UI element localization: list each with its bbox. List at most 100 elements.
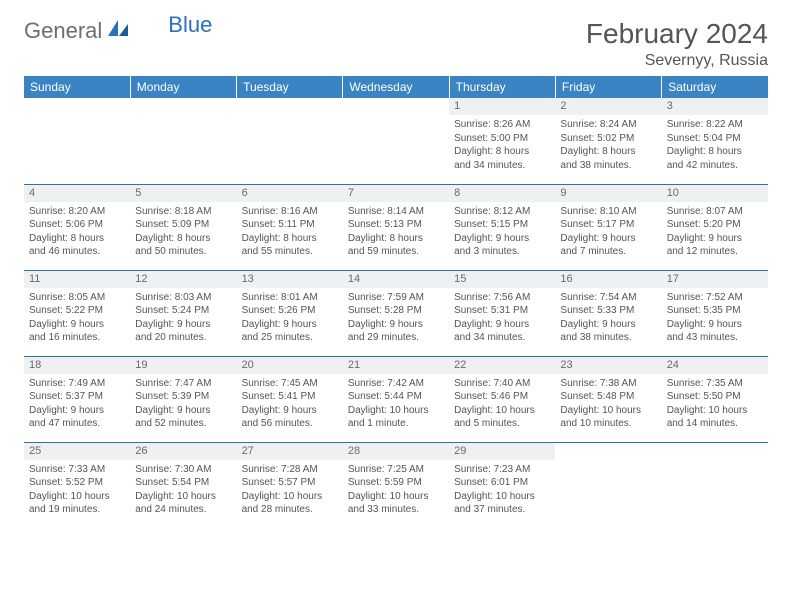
daylight-line-1: Daylight: 9 hours [242, 404, 338, 418]
sunset-line: Sunset: 5:24 PM [135, 304, 231, 318]
sunrise-line: Sunrise: 7:59 AM [348, 291, 444, 305]
calendar-cell: 3Sunrise: 8:22 AMSunset: 5:04 PMDaylight… [662, 98, 768, 184]
daylight-line-2: and 10 minutes. [560, 417, 656, 431]
sunrise-line: Sunrise: 8:10 AM [560, 205, 656, 219]
sunrise-line: Sunrise: 7:52 AM [667, 291, 763, 305]
day-number: 23 [555, 357, 661, 374]
sunset-line: Sunset: 5:33 PM [560, 304, 656, 318]
day-details: Sunrise: 7:25 AMSunset: 5:59 PMDaylight:… [343, 460, 449, 520]
calendar-cell: 1Sunrise: 8:26 AMSunset: 5:00 PMDaylight… [449, 98, 555, 184]
day-number: 17 [662, 271, 768, 288]
calendar-cell: 16Sunrise: 7:54 AMSunset: 5:33 PMDayligh… [555, 270, 661, 356]
day-number: 25 [24, 443, 130, 460]
day-details: Sunrise: 8:01 AMSunset: 5:26 PMDaylight:… [237, 288, 343, 348]
daylight-line-1: Daylight: 9 hours [667, 232, 763, 246]
sunrise-line: Sunrise: 8:12 AM [454, 205, 550, 219]
calendar-week: 11Sunrise: 8:05 AMSunset: 5:22 PMDayligh… [24, 270, 768, 356]
sunrise-line: Sunrise: 8:03 AM [135, 291, 231, 305]
sunset-line: Sunset: 5:15 PM [454, 218, 550, 232]
daylight-line-1: Daylight: 9 hours [29, 318, 125, 332]
daylight-line-1: Daylight: 10 hours [454, 490, 550, 504]
daylight-line-2: and 14 minutes. [667, 417, 763, 431]
sunset-line: Sunset: 5:09 PM [135, 218, 231, 232]
sunrise-line: Sunrise: 7:56 AM [454, 291, 550, 305]
sunrise-line: Sunrise: 7:40 AM [454, 377, 550, 391]
daylight-line-1: Daylight: 9 hours [348, 318, 444, 332]
day-details: Sunrise: 8:14 AMSunset: 5:13 PMDaylight:… [343, 202, 449, 262]
daylight-line-1: Daylight: 10 hours [242, 490, 338, 504]
sunset-line: Sunset: 5:26 PM [242, 304, 338, 318]
calendar-cell [237, 98, 343, 184]
day-number: 2 [555, 98, 661, 115]
sunset-line: Sunset: 5:44 PM [348, 390, 444, 404]
brand-text-2: Blue [168, 12, 212, 38]
calendar-cell: 22Sunrise: 7:40 AMSunset: 5:46 PMDayligh… [449, 356, 555, 442]
sunrise-line: Sunrise: 8:01 AM [242, 291, 338, 305]
calendar-week: 25Sunrise: 7:33 AMSunset: 5:52 PMDayligh… [24, 442, 768, 528]
col-monday: Monday [130, 76, 236, 98]
calendar-cell: 7Sunrise: 8:14 AMSunset: 5:13 PMDaylight… [343, 184, 449, 270]
sunset-line: Sunset: 5:39 PM [135, 390, 231, 404]
sunrise-line: Sunrise: 7:42 AM [348, 377, 444, 391]
sunset-line: Sunset: 5:52 PM [29, 476, 125, 490]
brand-logo: General Blue [24, 18, 212, 44]
day-number: 14 [343, 271, 449, 288]
calendar-cell: 17Sunrise: 7:52 AMSunset: 5:35 PMDayligh… [662, 270, 768, 356]
daylight-line-1: Daylight: 8 hours [560, 145, 656, 159]
daylight-line-1: Daylight: 8 hours [667, 145, 763, 159]
day-details: Sunrise: 7:56 AMSunset: 5:31 PMDaylight:… [449, 288, 555, 348]
daylight-line-1: Daylight: 10 hours [454, 404, 550, 418]
day-details: Sunrise: 7:33 AMSunset: 5:52 PMDaylight:… [24, 460, 130, 520]
calendar-cell: 18Sunrise: 7:49 AMSunset: 5:37 PMDayligh… [24, 356, 130, 442]
day-details: Sunrise: 7:35 AMSunset: 5:50 PMDaylight:… [662, 374, 768, 434]
calendar-week: 1Sunrise: 8:26 AMSunset: 5:00 PMDaylight… [24, 98, 768, 184]
sunrise-line: Sunrise: 8:05 AM [29, 291, 125, 305]
sunset-line: Sunset: 5:37 PM [29, 390, 125, 404]
calendar-cell: 2Sunrise: 8:24 AMSunset: 5:02 PMDaylight… [555, 98, 661, 184]
sunset-line: Sunset: 5:59 PM [348, 476, 444, 490]
daylight-line-2: and 29 minutes. [348, 331, 444, 345]
daylight-line-1: Daylight: 8 hours [135, 232, 231, 246]
col-thursday: Thursday [449, 76, 555, 98]
location-label: Severnyy, Russia [586, 52, 768, 70]
day-details: Sunrise: 7:30 AMSunset: 5:54 PMDaylight:… [130, 460, 236, 520]
day-number: 12 [130, 271, 236, 288]
sunrise-line: Sunrise: 7:38 AM [560, 377, 656, 391]
day-number: 9 [555, 185, 661, 202]
daylight-line-1: Daylight: 10 hours [560, 404, 656, 418]
sunrise-line: Sunrise: 7:28 AM [242, 463, 338, 477]
sunrise-line: Sunrise: 7:54 AM [560, 291, 656, 305]
day-details: Sunrise: 8:03 AMSunset: 5:24 PMDaylight:… [130, 288, 236, 348]
day-details: Sunrise: 8:26 AMSunset: 5:00 PMDaylight:… [449, 115, 555, 175]
sunrise-line: Sunrise: 7:45 AM [242, 377, 338, 391]
day-details: Sunrise: 8:05 AMSunset: 5:22 PMDaylight:… [24, 288, 130, 348]
daylight-line-2: and 46 minutes. [29, 245, 125, 259]
day-details: Sunrise: 8:22 AMSunset: 5:04 PMDaylight:… [662, 115, 768, 175]
calendar-cell: 11Sunrise: 8:05 AMSunset: 5:22 PMDayligh… [24, 270, 130, 356]
day-details: Sunrise: 8:07 AMSunset: 5:20 PMDaylight:… [662, 202, 768, 262]
day-details: Sunrise: 7:47 AMSunset: 5:39 PMDaylight:… [130, 374, 236, 434]
daylight-line-1: Daylight: 9 hours [135, 404, 231, 418]
calendar-cell: 5Sunrise: 8:18 AMSunset: 5:09 PMDaylight… [130, 184, 236, 270]
day-number: 28 [343, 443, 449, 460]
sunset-line: Sunset: 5:31 PM [454, 304, 550, 318]
day-details: Sunrise: 8:20 AMSunset: 5:06 PMDaylight:… [24, 202, 130, 262]
day-number: 20 [237, 357, 343, 374]
sunset-line: Sunset: 5:46 PM [454, 390, 550, 404]
title-block: February 2024 Severnyy, Russia [586, 18, 768, 70]
daylight-line-1: Daylight: 9 hours [454, 232, 550, 246]
sunset-line: Sunset: 5:57 PM [242, 476, 338, 490]
day-number: 16 [555, 271, 661, 288]
sunrise-line: Sunrise: 8:24 AM [560, 118, 656, 132]
day-details: Sunrise: 7:42 AMSunset: 5:44 PMDaylight:… [343, 374, 449, 434]
daylight-line-2: and 25 minutes. [242, 331, 338, 345]
day-number: 3 [662, 98, 768, 115]
calendar-cell: 14Sunrise: 7:59 AMSunset: 5:28 PMDayligh… [343, 270, 449, 356]
sunset-line: Sunset: 5:54 PM [135, 476, 231, 490]
daylight-line-1: Daylight: 9 hours [135, 318, 231, 332]
day-number: 21 [343, 357, 449, 374]
daylight-line-2: and 38 minutes. [560, 331, 656, 345]
daylight-line-1: Daylight: 10 hours [667, 404, 763, 418]
calendar-cell: 15Sunrise: 7:56 AMSunset: 5:31 PMDayligh… [449, 270, 555, 356]
day-details: Sunrise: 7:52 AMSunset: 5:35 PMDaylight:… [662, 288, 768, 348]
